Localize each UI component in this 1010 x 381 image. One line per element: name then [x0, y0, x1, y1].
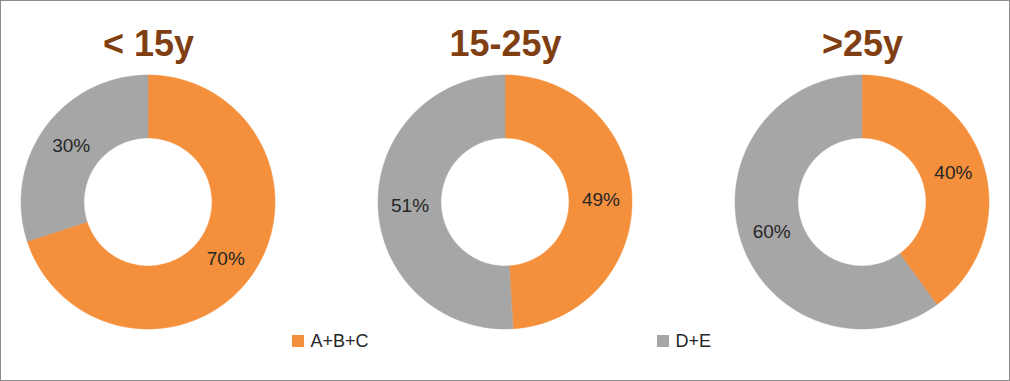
svg-text:>25y: >25y — [822, 23, 903, 64]
svg-text:40%: 40% — [934, 162, 972, 183]
svg-text:60%: 60% — [753, 221, 791, 242]
svg-text:30%: 30% — [52, 135, 90, 156]
svg-text:70%: 70% — [207, 248, 245, 269]
svg-text:15-25y: 15-25y — [449, 23, 561, 64]
svg-text:51%: 51% — [391, 195, 429, 216]
svg-text:D+E: D+E — [676, 331, 712, 351]
svg-text:A+B+C: A+B+C — [311, 331, 369, 351]
svg-text:49%: 49% — [582, 189, 620, 210]
svg-text:< 15y: < 15y — [103, 23, 194, 64]
